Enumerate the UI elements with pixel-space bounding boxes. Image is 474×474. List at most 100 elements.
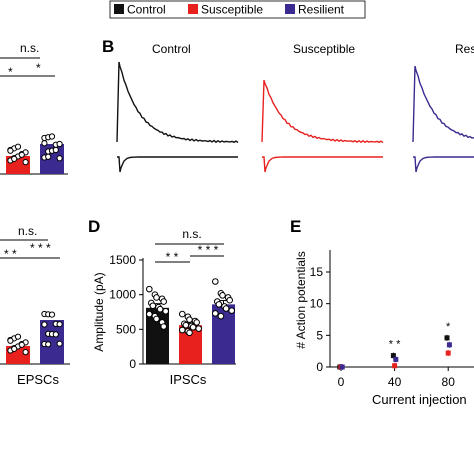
legend-swatch-resilient: [285, 4, 295, 14]
bar-d-resilient: [212, 304, 235, 364]
trace-top-control: [116, 61, 239, 144]
y-tick-label-d: 500: [116, 322, 136, 336]
data-point-c: [52, 331, 59, 338]
x-label-e: Current injection: [372, 392, 467, 407]
panel-b: B Control Susceptible Resi: [102, 37, 474, 173]
trace-title-susceptible: Susceptible: [293, 42, 355, 56]
sig-star-c2: * * *: [30, 241, 51, 255]
data-point-c: [45, 341, 52, 348]
sig-star-e: * *: [389, 339, 401, 351]
legend-swatch-control: [114, 4, 124, 14]
panel-e: E # Action potentials Current injection …: [290, 217, 474, 407]
sig-star-d2: * * *: [198, 243, 219, 257]
y-tick-label-e: 10: [310, 297, 324, 311]
data-point-d: [179, 326, 186, 334]
x-tick-label-e: 80: [442, 375, 456, 389]
sig-star-d1: * *: [166, 250, 179, 264]
x-label-d: IPSCs: [170, 372, 207, 387]
point-e-resilient: [446, 342, 452, 348]
data-point-c: [18, 341, 25, 348]
y-axis-label-e: # Action potentials: [294, 251, 308, 348]
data-point-d: [212, 310, 219, 317]
legend-label-control: Control: [127, 3, 166, 17]
sig-star-a1: *: [8, 65, 13, 79]
point-e-resilient: [393, 356, 399, 362]
traces-b: [116, 61, 474, 173]
legend-label-susceptible: Susceptible: [201, 3, 263, 17]
data-point-d: [219, 292, 226, 299]
data-point-d: [195, 325, 202, 332]
data-point-d: [193, 319, 200, 326]
y-axis-label-d: Amplitude (pA): [92, 272, 106, 351]
point-e-resilient: [339, 364, 345, 370]
panel-letter-e: E: [290, 217, 301, 236]
sig-star-c1: * *: [4, 247, 17, 261]
data-point-d: [182, 321, 190, 329]
legend-swatch-susceptible: [188, 4, 198, 14]
data-point-d: [146, 310, 153, 318]
trace-title-control: Control: [152, 42, 191, 56]
points-e: * *** * *: [337, 321, 452, 370]
data-point-a-top: [56, 140, 63, 148]
trace-top-resilient: [412, 65, 474, 143]
bars-c: [6, 310, 64, 364]
y-tick-label-d: 1500: [109, 253, 136, 267]
sig-star-e: *: [446, 321, 451, 333]
data-point-a-top: [22, 159, 29, 166]
data-point-d: [179, 310, 186, 318]
data-point-a-top: [7, 147, 14, 154]
panel-c: n.s. * * * * * EPSCs: [0, 224, 70, 387]
data-point-d: [222, 305, 230, 312]
data-point-d: [149, 302, 157, 310]
bars-d: [146, 278, 235, 364]
trace-bottom-control: [117, 156, 238, 173]
panel-a: n.s. * *: [0, 41, 68, 175]
point-e-control: [444, 335, 450, 341]
y-tick-label-e: 15: [310, 265, 324, 279]
sig-ns-c: n.s.: [18, 224, 37, 238]
trace-bottom-resilient: [413, 156, 474, 173]
data-point-d: [153, 315, 160, 323]
x-tick-label-e: 40: [388, 375, 402, 389]
panel-letter-b: B: [102, 37, 114, 56]
bar-d-susceptible: [179, 325, 202, 364]
data-point-c: [14, 333, 22, 340]
point-e-susceptible: [392, 363, 398, 369]
sig-ns-d: n.s.: [182, 227, 201, 241]
panel-d: D Amplitude (pA) IPSCs n.s. * * * * * 0 5…: [88, 217, 236, 387]
point-e-susceptible: [445, 350, 451, 356]
data-point-c: [11, 345, 18, 352]
data-point-c: [22, 349, 29, 356]
sig-ns-a: n.s.: [20, 41, 39, 55]
y-tick-label-d: 0: [129, 357, 136, 371]
data-point-c: [48, 311, 56, 318]
data-point-d: [186, 329, 193, 337]
data-point-d: [162, 308, 169, 315]
data-point-c: [56, 321, 63, 328]
panel-letter-d: D: [88, 217, 100, 236]
data-point-a-top: [56, 155, 63, 162]
data-point-a-top: [11, 155, 18, 162]
bars-a: [6, 133, 64, 174]
data-point-a-top: [48, 133, 56, 140]
trace-title-resilient: Resi: [455, 42, 474, 56]
data-point-d: [228, 307, 235, 314]
data-point-a-top: [41, 140, 48, 147]
data-point-a-top: [18, 151, 25, 158]
data-point-c: [41, 321, 48, 328]
trace-top-susceptible: [261, 79, 384, 144]
data-point-d: [226, 296, 233, 304]
legend-frame: [109, 0, 366, 19]
legend: Control Susceptible Resilient: [109, 0, 366, 19]
sig-star-a2: *: [36, 61, 41, 75]
y-tick-label-e: 5: [316, 328, 323, 342]
data-point-a-top: [52, 146, 59, 154]
y-tick-label-e: 0: [316, 360, 323, 374]
data-point-d: [186, 316, 193, 323]
data-point-d: [153, 294, 160, 301]
data-point-c: [7, 337, 14, 344]
data-point-d: [217, 312, 225, 320]
data-point-d: [189, 323, 197, 331]
data-point-c: [56, 340, 63, 347]
